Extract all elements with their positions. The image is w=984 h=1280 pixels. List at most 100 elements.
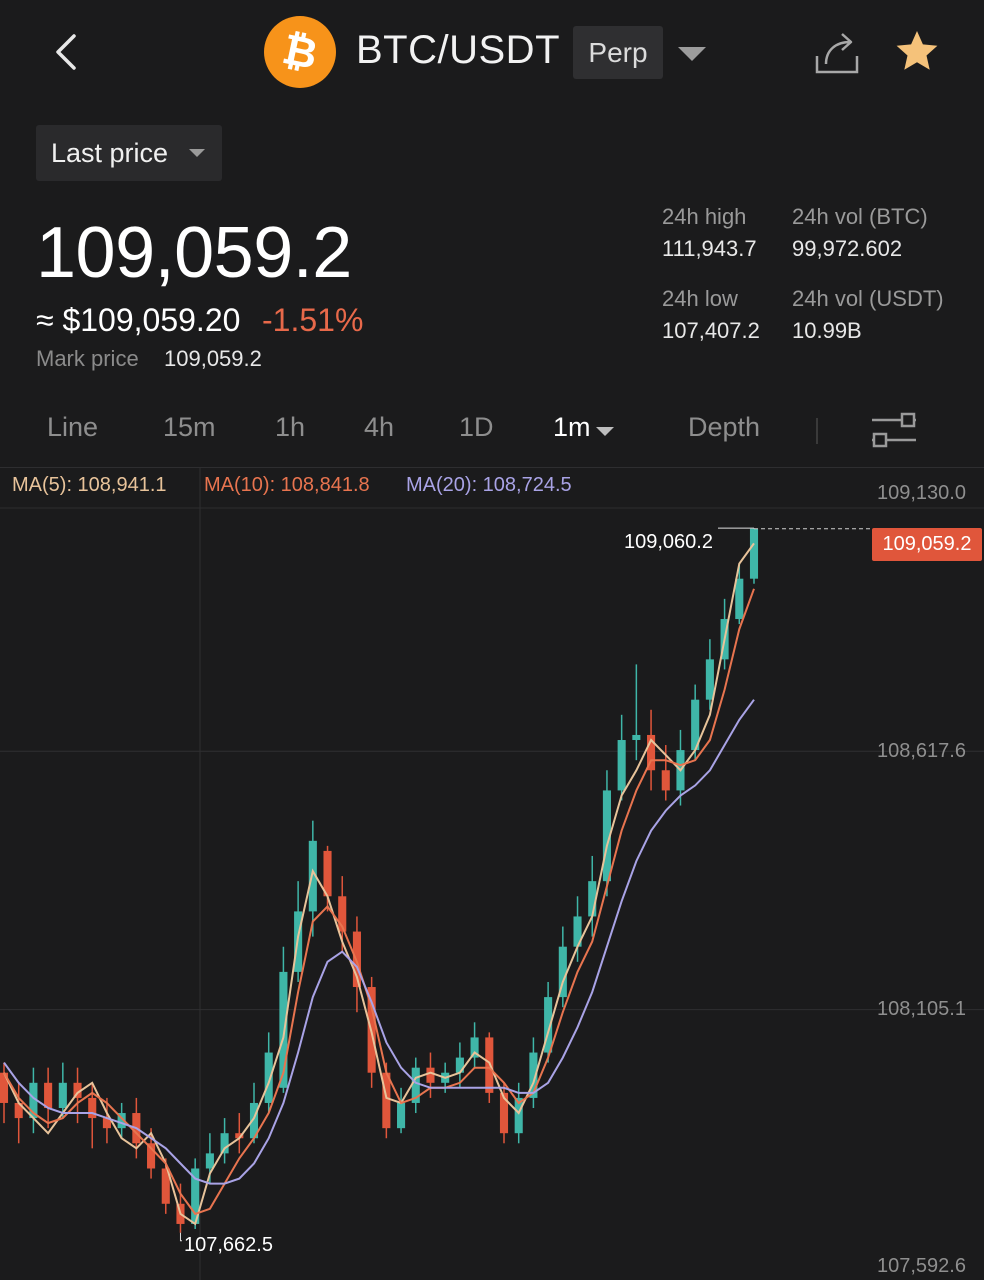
- share-icon[interactable]: [812, 28, 862, 78]
- ma10-legend: MA(10): 108,841.8: [204, 474, 370, 496]
- favorite-star-icon[interactable]: [894, 28, 940, 74]
- tab-4h[interactable]: 4h: [364, 412, 395, 442]
- candle-body: [88, 1097, 97, 1119]
- usd-price-value: ≈ $109,059.20: [36, 302, 241, 338]
- candle-body: [249, 1102, 259, 1139]
- stat-label: 24h vol (BTC): [792, 204, 928, 229]
- tab-1h[interactable]: 1h: [275, 412, 306, 442]
- candle-body: [588, 881, 597, 917]
- candle-body: [73, 1082, 82, 1098]
- ma20-legend: MA(20): 108,724.5: [406, 474, 572, 496]
- candle-body: [455, 1057, 464, 1073]
- price-change-percent: -1.51%: [262, 302, 364, 338]
- interval-tabs: Line 15m 1h 4h 1D 1m Depth: [0, 400, 984, 462]
- candle-body: [147, 1143, 156, 1169]
- stat-24h-low: 24h low 107,407.2: [662, 286, 760, 344]
- visible-low-label: 107,662.5: [184, 1234, 273, 1256]
- stat-24h-high: 24h high 111,943.7: [662, 204, 757, 262]
- candle-body: [573, 916, 582, 947]
- candle-body: [691, 699, 700, 751]
- stat-label: 24h vol (USDT): [792, 286, 944, 311]
- price-type-label: Last price: [51, 138, 169, 168]
- candle-body: [602, 790, 611, 882]
- visible-high-label: 109,060.2: [624, 531, 713, 553]
- stat-label: 24h high: [662, 204, 747, 229]
- y-axis-tick: 107,592.6: [877, 1255, 966, 1277]
- header-bar: ₿ BTC/USDT Perp: [0, 0, 984, 110]
- candle-body: [544, 997, 553, 1053]
- bitcoin-logo-icon: ₿: [264, 16, 336, 88]
- tab-1m[interactable]: 1m: [553, 412, 591, 442]
- caret-down-icon[interactable]: [596, 427, 614, 436]
- candle-body: [117, 1113, 126, 1129]
- candle-body: [102, 1118, 111, 1129]
- y-axis-tick: 109,130.0: [877, 482, 966, 504]
- candle-body: [411, 1067, 420, 1103]
- candle-body: [735, 578, 744, 620]
- ma-line-ma5: [3, 542, 755, 1226]
- candle-body: [191, 1168, 200, 1224]
- candle-body: [264, 1052, 273, 1103]
- candle-body: [499, 1092, 509, 1134]
- candle-body: [44, 1082, 53, 1108]
- visible-low-leader: [179, 1232, 182, 1242]
- candle-body: [14, 1102, 23, 1119]
- y-axis-tick: 108,617.6: [877, 740, 966, 762]
- stat-value: 99,972.602: [792, 236, 903, 261]
- chart-settings-icon[interactable]: [870, 412, 918, 448]
- candle-body: [352, 931, 361, 988]
- candle-body: [632, 734, 641, 741]
- candle-body: [617, 740, 626, 791]
- candle-body: [705, 659, 714, 700]
- mark-price-value: 109,059.2: [164, 346, 262, 371]
- candle-body: [205, 1153, 214, 1169]
- candle-body: [0, 1072, 9, 1103]
- candle-body: [426, 1067, 435, 1083]
- candle-body: [338, 896, 347, 932]
- candle-body: [529, 1052, 538, 1098]
- candle-body: [749, 528, 759, 579]
- stat-24h-vol-btc: 24h vol (BTC) 99,972.602: [792, 204, 928, 262]
- ma5-legend: MA(5): 108,941.1: [12, 474, 167, 496]
- trading-pair-title[interactable]: BTC/USDT: [356, 28, 560, 72]
- candle-body: [661, 770, 670, 791]
- candle-body: [58, 1082, 67, 1108]
- chart-top-border: [0, 467, 984, 468]
- candle-body: [397, 1102, 406, 1129]
- y-axis-tick: 108,105.1: [877, 998, 966, 1020]
- candlestick-chart[interactable]: [0, 468, 984, 1280]
- tab-15m[interactable]: 15m: [163, 412, 216, 442]
- tab-1d[interactable]: 1D: [459, 412, 494, 442]
- candle-body: [29, 1082, 38, 1119]
- contract-type-badge: Perp: [573, 26, 663, 79]
- svg-text:₿: ₿: [278, 24, 322, 79]
- mark-price-label: Mark price: [36, 346, 139, 371]
- stat-value: 111,943.7: [662, 236, 757, 261]
- candle-body: [279, 971, 288, 1088]
- candle-body: [470, 1037, 479, 1058]
- tab-depth[interactable]: Depth: [688, 412, 761, 442]
- ma-line-ma20: [3, 699, 755, 1185]
- candle-body: [382, 1072, 391, 1129]
- candle-body: [323, 850, 332, 897]
- ma-line-ma10: [3, 588, 755, 1216]
- chevron-down-icon[interactable]: [676, 44, 708, 64]
- tab-divider: [816, 418, 818, 444]
- price-type-dropdown[interactable]: Last price: [36, 125, 222, 181]
- candle-body: [558, 946, 567, 998]
- stat-label: 24h low: [662, 286, 738, 311]
- stat-value: 10.99B: [792, 318, 862, 343]
- candle-body: [647, 734, 656, 771]
- candle-body: [308, 840, 317, 912]
- back-arrow-icon[interactable]: [44, 28, 92, 76]
- stat-24h-vol-usdt: 24h vol (USDT) 10.99B: [792, 286, 944, 344]
- caret-down-icon: [189, 149, 205, 157]
- current-price-tag: 109,059.2: [872, 528, 982, 561]
- candle-body: [161, 1168, 170, 1204]
- candle-body: [235, 1133, 244, 1139]
- last-price-value: 109,059.2: [36, 213, 352, 293]
- tab-line[interactable]: Line: [47, 412, 99, 442]
- stat-value: 107,407.2: [662, 318, 760, 343]
- candle-body: [220, 1133, 229, 1154]
- candle-body: [514, 1097, 523, 1134]
